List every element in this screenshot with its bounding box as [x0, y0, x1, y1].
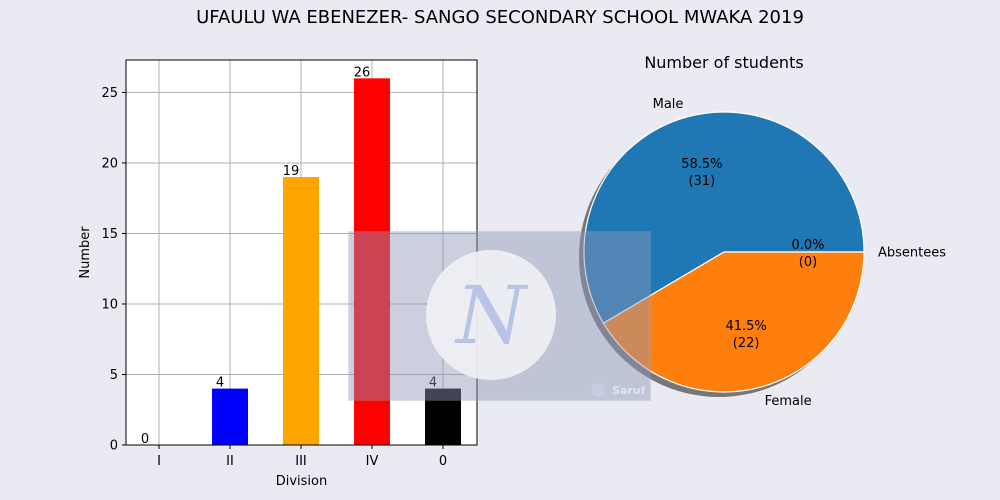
chart-main-title: UFAULU WA EBENEZER- SANGO SECONDARY SCHO… — [196, 7, 804, 28]
x-axis-label: Division — [276, 474, 328, 489]
bar-value-label: 4 — [429, 376, 437, 391]
pie-chart: Number of students Male 58.5% (31) Female 41.… — [579, 53, 946, 409]
pie-slice-female — [602, 251, 865, 393]
y-tick-label: 25 — [101, 86, 118, 101]
x-tick-label: III — [295, 454, 307, 469]
watermark-overlay: N Saruf — [348, 231, 651, 401]
bar-value-label: 0 — [141, 432, 149, 447]
x-tick-label: II — [226, 454, 234, 469]
bar-value-label: 19 — [283, 164, 300, 179]
x-tick-label: I — [157, 454, 161, 469]
x-tick-label: IV — [366, 454, 379, 469]
bar-0 — [425, 388, 461, 445]
pie-label-male: Male — [653, 97, 684, 112]
y-tick-label: 0 — [110, 439, 118, 454]
x-tick-label: 0 — [439, 454, 447, 469]
pie-count-label: (22) — [733, 336, 760, 351]
y-tick-label: 20 — [101, 156, 118, 171]
pie-label-absentees: Absentees — [878, 246, 946, 261]
pie-percent-label: 41.5% — [725, 319, 766, 334]
pie-label-female: Female — [765, 394, 812, 409]
bar-value-label: 26 — [354, 65, 371, 80]
pie-percent-label: 0.0% — [791, 238, 824, 253]
bar-III — [283, 177, 319, 446]
y-tick-label: 10 — [101, 297, 118, 312]
pie-count-label: (31) — [689, 174, 716, 189]
bar-II — [212, 388, 248, 445]
watermark-logo-circle — [426, 250, 556, 380]
y-tick-label: 15 — [101, 227, 118, 242]
pie-title: Number of students — [644, 53, 803, 72]
pie-percent-label: 58.5% — [681, 157, 722, 172]
pie-slice-male — [583, 111, 865, 325]
bar-IV — [354, 78, 390, 445]
watermark-small-icon — [591, 383, 605, 397]
watermark-text: Saruf — [612, 384, 646, 397]
y-tick-label: 5 — [110, 368, 118, 383]
watermark-logo-glyph: N — [454, 269, 529, 362]
bar-value-label: 4 — [216, 376, 224, 391]
pie-count-label: (0) — [799, 255, 817, 270]
y-axis-label: Number — [78, 226, 93, 279]
